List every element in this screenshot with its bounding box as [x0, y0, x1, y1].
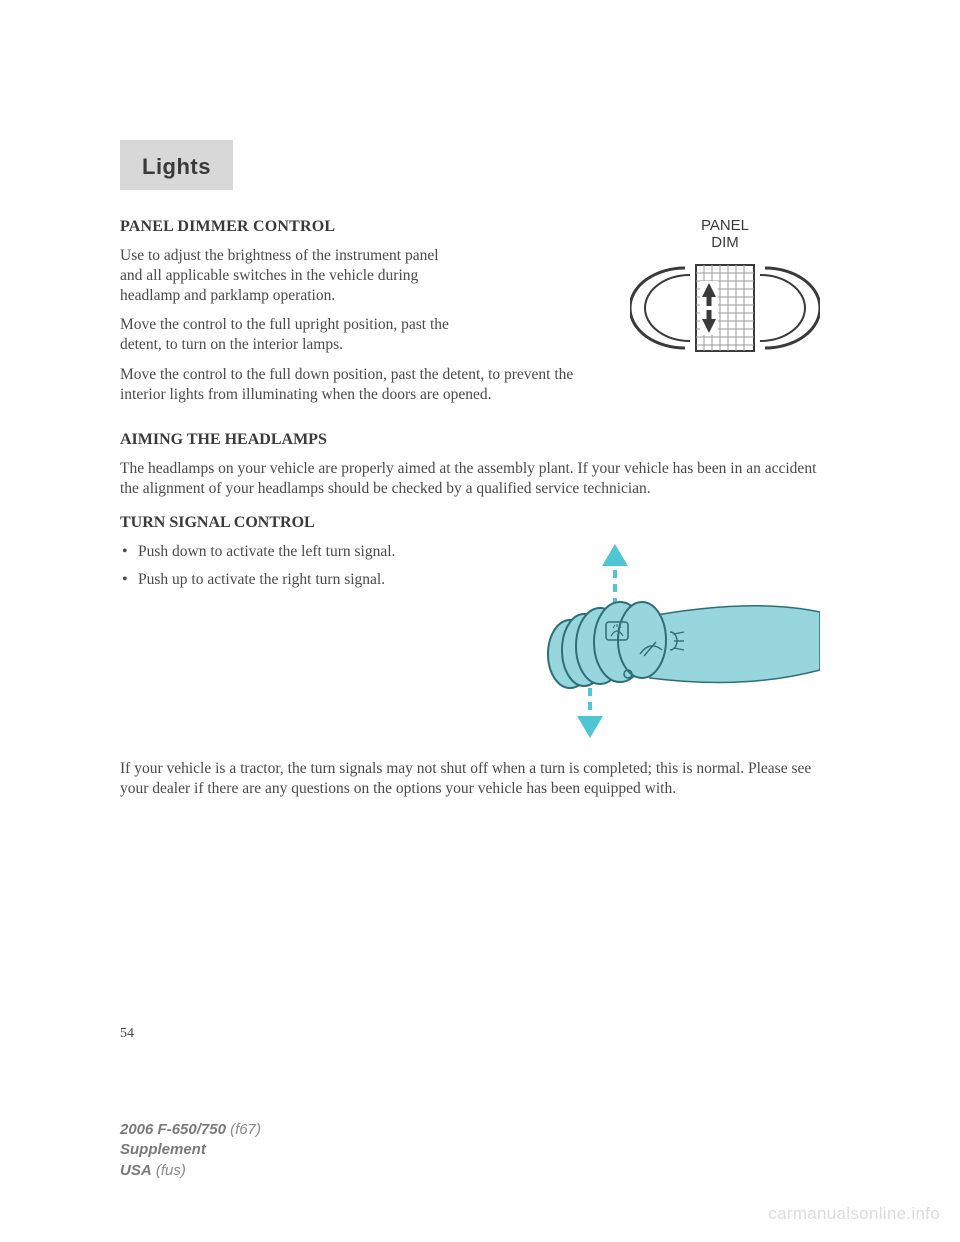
bullet-left-signal: Push down to activate the left turn sign… — [120, 542, 460, 562]
page-number: 54 — [120, 1026, 134, 1042]
panel-dim-figure: PANEL DIM — [630, 218, 820, 368]
footer-line1: 2006 F-650/750 (f67) — [120, 1120, 261, 1140]
bullet-right-signal: Push up to activate the right turn signa… — [120, 570, 460, 590]
footer-model-code: (f67) — [230, 1121, 261, 1138]
section1-p3: Move the control to the full down positi… — [120, 365, 820, 405]
section3-title: TURN SIGNAL CONTROL — [120, 514, 820, 532]
panel-dim-label: PANEL DIM — [630, 218, 820, 251]
section-aiming-headlamps: AIMING THE HEADLAMPS The headlamps on yo… — [120, 431, 820, 499]
chapter-title: Lights — [142, 154, 211, 179]
footer-region-code: (fus) — [156, 1162, 186, 1179]
watermark-text: carmanualsonline.info — [768, 1204, 940, 1224]
section-turn-signal: TURN SIGNAL CONTROL — [120, 514, 820, 799]
turn-signal-svg — [520, 542, 820, 742]
panel-dim-label-line2: DIM — [711, 234, 739, 251]
panel-dim-label-line1: PANEL — [701, 217, 749, 234]
section-panel-dimmer: PANEL DIM — [120, 218, 820, 415]
panel-dim-svg — [630, 253, 820, 363]
section2-p1: The headlamps on your vehicle are proper… — [120, 459, 820, 499]
footer-model: 2006 F-650/750 — [120, 1121, 226, 1138]
turn-signal-figure — [520, 542, 820, 747]
section1-p2: Move the control to the full upright pos… — [120, 315, 460, 355]
footer-block: 2006 F-650/750 (f67) Supplement USA (fus… — [120, 1120, 261, 1181]
footer-supplement: Supplement — [120, 1140, 261, 1160]
footer-region: USA — [120, 1162, 152, 1179]
footer-line3: USA (fus) — [120, 1161, 261, 1181]
page-content: Lights PANEL DIM — [120, 140, 820, 809]
chapter-header-tab: Lights — [120, 140, 233, 190]
section2-title: AIMING THE HEADLAMPS — [120, 431, 820, 449]
section1-p1: Use to adjust the brightness of the inst… — [120, 246, 460, 305]
section3-p-after: If your vehicle is a tractor, the turn s… — [120, 759, 820, 799]
